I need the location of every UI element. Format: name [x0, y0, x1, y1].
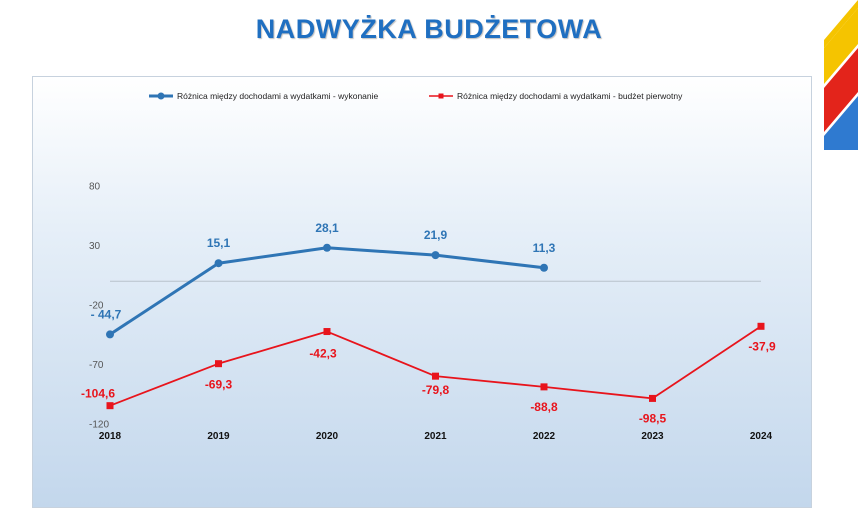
- legend-marker: [157, 92, 165, 100]
- x-tick-label: 2024: [750, 431, 773, 442]
- data-point: [214, 259, 223, 268]
- data-label: -79,8: [422, 383, 450, 397]
- chart-legend: Różnica między dochodami a wydatkami - w…: [149, 91, 683, 101]
- data-label: -37,9: [748, 339, 776, 353]
- data-point: [106, 402, 114, 410]
- data-label: -104,6: [81, 387, 115, 401]
- series-layer: - 44,7 15,1 28,1 21,9 11,3 -104,6 -69,3 -42,3 -7…: [81, 221, 776, 426]
- series-line: [109, 246, 545, 336]
- brand-stripe-red: [824, 48, 858, 132]
- x-axis: 2018 2019 2020 2021 2022 2023 2024: [99, 431, 773, 442]
- data-point: [757, 322, 765, 330]
- data-point: [106, 330, 114, 339]
- y-tick-label: -70: [89, 360, 104, 371]
- y-tick-label: -20: [89, 301, 104, 312]
- y-axis: 80 30 -20 -70 -120: [89, 182, 761, 431]
- y-tick-label: -120: [89, 420, 109, 431]
- data-point: [540, 263, 548, 272]
- brand-logo: [824, 0, 858, 150]
- data-label: 15,1: [207, 236, 231, 250]
- legend-marker: [438, 93, 444, 99]
- data-label: 28,1: [315, 221, 339, 235]
- x-tick-label: 2018: [99, 431, 122, 442]
- data-point: [432, 372, 439, 380]
- legend-item-1: Różnica między dochodami a wydatkami - b…: [429, 91, 683, 101]
- data-point: [323, 243, 331, 252]
- series-0: - 44,7 15,1 28,1 21,9 11,3: [91, 221, 556, 339]
- data-label: - 44,7: [91, 307, 122, 321]
- chart-panel: Różnica między dochodami a wydatkami - w…: [32, 76, 812, 508]
- page-title: NADWYŻKA BUDŻETOWA: [255, 14, 603, 44]
- y-tick-label: 30: [89, 241, 101, 252]
- data-label: 11,3: [533, 241, 556, 255]
- data-label: -42,3: [309, 347, 337, 361]
- data-point: [540, 383, 548, 391]
- x-tick-label: 2019: [207, 431, 230, 442]
- data-point: [431, 251, 440, 260]
- line-chart: Różnica między dochodami a wydatkami - w…: [81, 91, 776, 442]
- x-tick-label: 2022: [533, 431, 556, 442]
- brand-stripe-yellow: [824, 0, 858, 48]
- legend-label: Różnica między dochodami a wydatkami - w…: [177, 91, 379, 101]
- series-1: -104,6 -69,3 -42,3 -79,8 -88,8 -98,5 -37,9: [81, 322, 776, 425]
- data-point: [215, 360, 222, 368]
- data-label: 21,9: [424, 228, 448, 242]
- legend-label: Różnica między dochodami a wydatkami - b…: [457, 91, 683, 101]
- brand-stripe-yellow-fill: [824, 8, 858, 84]
- data-point: [323, 328, 331, 336]
- x-tick-label: 2021: [424, 431, 447, 442]
- data-point: [649, 394, 656, 402]
- data-label: -69,3: [205, 378, 233, 392]
- x-tick-label: 2020: [316, 431, 339, 442]
- legend-item-0: Różnica między dochodami a wydatkami - w…: [149, 91, 379, 101]
- data-label: -88,8: [530, 400, 558, 414]
- data-label: -98,5: [639, 411, 667, 425]
- brand-stripe-blue: [824, 96, 858, 150]
- x-tick-label: 2023: [641, 431, 664, 442]
- y-tick-label: 80: [89, 182, 101, 193]
